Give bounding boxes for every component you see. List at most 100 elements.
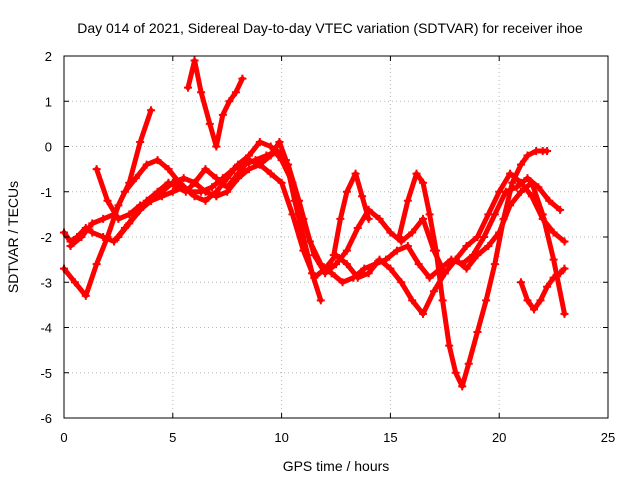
data-point (397, 278, 406, 287)
series-sat-f (185, 58, 245, 149)
data-point (358, 192, 367, 201)
data-point (81, 291, 90, 300)
data-point (549, 273, 558, 282)
data-point (244, 151, 253, 160)
data-point (125, 219, 134, 228)
data-point (114, 214, 123, 223)
data-point (403, 242, 412, 251)
data-point (495, 187, 504, 196)
data-point (184, 83, 193, 92)
data-point (277, 178, 286, 187)
data-point (425, 210, 434, 219)
data-point (508, 178, 517, 187)
data-point (506, 169, 515, 178)
data-point (451, 255, 460, 264)
data-point (543, 147, 552, 156)
data-point (560, 309, 569, 318)
data-point (386, 228, 395, 237)
data-point (438, 296, 447, 305)
data-point (197, 88, 206, 97)
data-point (205, 119, 214, 128)
data-point (429, 287, 438, 296)
data-point (403, 196, 412, 205)
data-point (179, 183, 188, 192)
data-point (316, 296, 325, 305)
data-point (499, 214, 508, 223)
data-point (543, 282, 552, 291)
data-point (538, 214, 547, 223)
data-point (288, 210, 297, 219)
data-point (212, 142, 221, 151)
data-point (234, 174, 243, 183)
data-point (386, 264, 395, 273)
data-point (464, 359, 473, 368)
data-point (120, 187, 129, 196)
data-point (329, 251, 338, 260)
data-point (225, 97, 234, 106)
data-point (92, 260, 101, 269)
plot-area (60, 56, 569, 391)
data-point (484, 210, 493, 219)
data-point (223, 187, 232, 196)
data-point (364, 269, 373, 278)
y-tick-label: -2 (40, 230, 52, 245)
data-point (299, 246, 308, 255)
data-point (332, 260, 340, 269)
y-axis-label: SDTVAR / TECUs (5, 181, 21, 293)
data-point (238, 74, 247, 83)
data-point (556, 205, 565, 214)
data-point (527, 178, 536, 187)
data-point (458, 382, 467, 391)
data-point (251, 156, 260, 165)
data-point (536, 296, 545, 305)
data-point (432, 246, 441, 255)
data-point (440, 269, 449, 278)
data-point (549, 255, 558, 264)
data-point (207, 183, 216, 192)
data-point (516, 178, 525, 187)
data-point (190, 192, 199, 201)
data-point (338, 278, 347, 287)
data-point (353, 273, 362, 282)
data-point (412, 169, 421, 178)
data-point (516, 160, 525, 169)
data-point (168, 178, 177, 187)
x-tick-label: 25 (601, 430, 615, 445)
data-point (157, 192, 166, 201)
data-point (560, 264, 569, 273)
data-point (414, 260, 423, 269)
data-point (408, 296, 417, 305)
data-point (136, 205, 145, 214)
data-point (556, 269, 565, 278)
y-tick-label: 2 (45, 49, 52, 64)
data-point (473, 233, 482, 241)
data-point (266, 169, 275, 178)
data-point (201, 165, 210, 174)
data-point (142, 160, 151, 169)
series-sat-b (61, 139, 324, 303)
y-tick-label: 1 (45, 94, 52, 109)
data-point (419, 309, 428, 318)
data-point (77, 233, 86, 241)
data-point (110, 237, 119, 246)
data-point (168, 187, 177, 196)
data-point (549, 228, 558, 237)
data-point (147, 106, 156, 115)
data-point (131, 174, 140, 183)
data-point (179, 174, 188, 183)
data-point (342, 246, 351, 255)
x-axis-label: GPS time / hours (283, 458, 390, 474)
data-point (462, 242, 471, 251)
data-point (445, 341, 454, 350)
data-point (255, 160, 264, 169)
data-point (395, 233, 404, 241)
data-point (190, 56, 199, 65)
data-point (266, 142, 275, 151)
data-point (147, 196, 156, 205)
data-point (516, 187, 525, 196)
y-tick-label: -6 (40, 411, 52, 426)
data-point (419, 214, 428, 223)
data-point (353, 223, 362, 232)
data-point (516, 278, 525, 287)
